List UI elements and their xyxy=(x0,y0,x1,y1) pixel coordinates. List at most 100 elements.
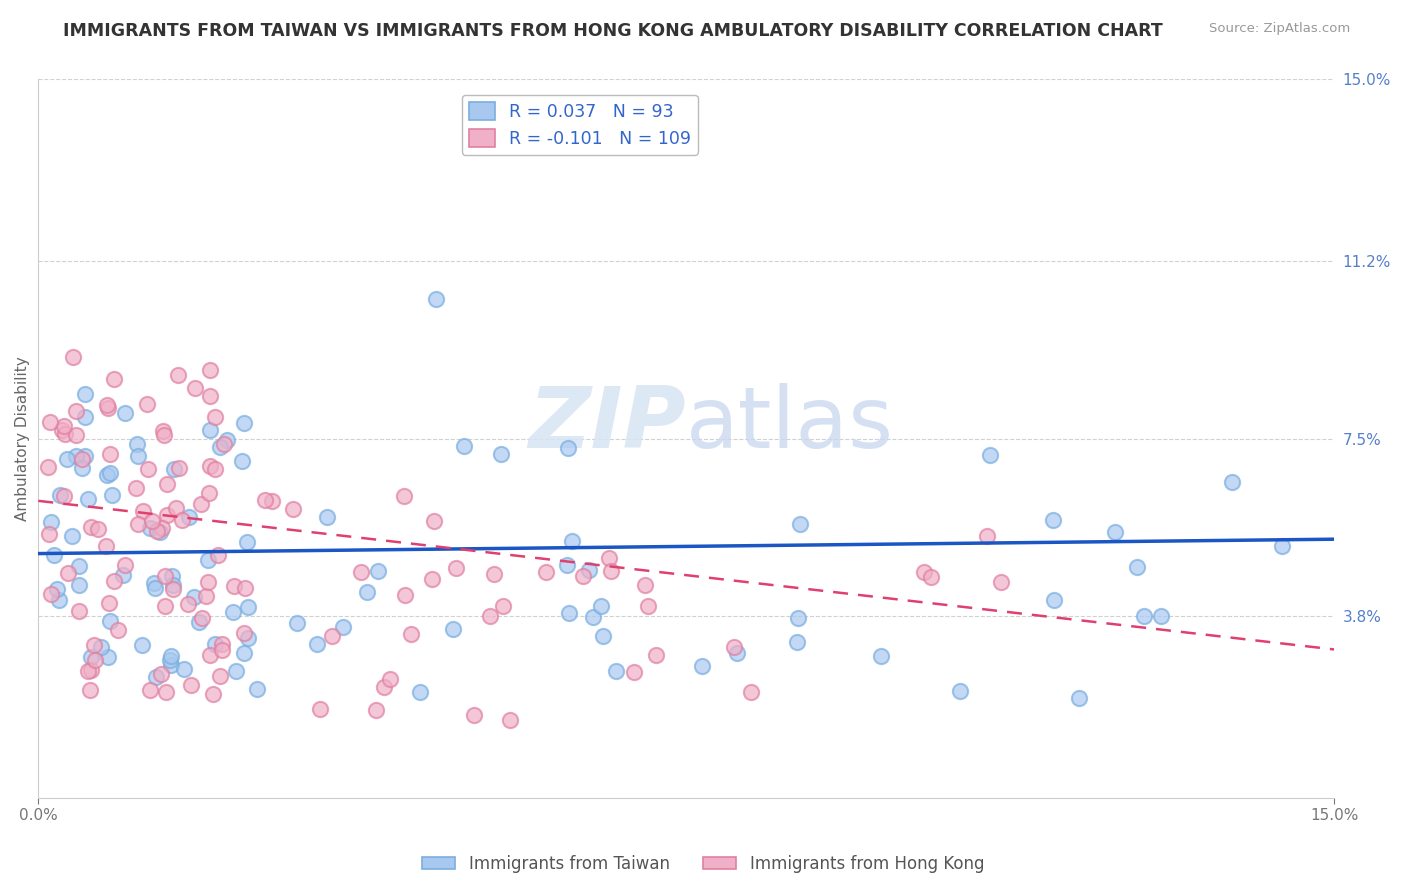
Point xyxy=(605,664,627,678)
Point xyxy=(394,588,416,602)
Point xyxy=(125,436,148,450)
Point xyxy=(143,581,166,595)
Point xyxy=(221,606,243,620)
Point xyxy=(94,539,117,553)
Point xyxy=(321,629,343,643)
Point xyxy=(98,447,121,461)
Point xyxy=(177,597,200,611)
Point xyxy=(422,572,444,586)
Point xyxy=(315,509,337,524)
Point xyxy=(96,398,118,412)
Point xyxy=(285,615,308,630)
Point xyxy=(1042,593,1064,607)
Point xyxy=(98,466,121,480)
Point xyxy=(77,491,100,506)
Point xyxy=(65,404,87,418)
Point xyxy=(198,389,221,403)
Point xyxy=(1042,513,1064,527)
Point xyxy=(49,488,72,502)
Point xyxy=(127,516,149,531)
Point xyxy=(232,416,254,430)
Point xyxy=(98,614,121,628)
Point xyxy=(197,553,219,567)
Point xyxy=(231,454,253,468)
Point xyxy=(870,649,893,664)
Point xyxy=(73,387,96,401)
Point xyxy=(453,439,475,453)
Point xyxy=(145,670,167,684)
Point xyxy=(499,713,522,727)
Point xyxy=(723,640,745,654)
Point xyxy=(67,577,90,591)
Point xyxy=(207,548,229,562)
Point xyxy=(204,637,226,651)
Point xyxy=(67,604,90,618)
Point xyxy=(197,574,219,589)
Point xyxy=(1150,608,1173,623)
Point xyxy=(56,566,79,580)
Point xyxy=(198,486,221,500)
Point xyxy=(212,437,235,451)
Point xyxy=(114,406,136,420)
Point xyxy=(173,662,195,676)
Point xyxy=(623,665,645,679)
Point xyxy=(38,415,60,429)
Point xyxy=(141,514,163,528)
Point xyxy=(1133,608,1156,623)
Point xyxy=(160,658,183,673)
Point xyxy=(156,477,179,491)
Point xyxy=(789,516,811,531)
Point xyxy=(949,684,972,698)
Point xyxy=(198,423,221,437)
Text: atlas: atlas xyxy=(686,383,894,466)
Point xyxy=(557,442,579,456)
Point xyxy=(1067,690,1090,705)
Point xyxy=(787,610,810,624)
Point xyxy=(160,649,183,664)
Point xyxy=(149,524,172,539)
Point xyxy=(80,649,103,664)
Point xyxy=(914,565,936,579)
Point xyxy=(79,683,101,698)
Point xyxy=(136,461,159,475)
Point xyxy=(786,635,808,649)
Point xyxy=(156,508,179,523)
Point xyxy=(76,664,98,678)
Point xyxy=(56,452,79,467)
Point xyxy=(160,568,183,582)
Point xyxy=(598,550,620,565)
Point xyxy=(97,401,120,415)
Point xyxy=(131,638,153,652)
Point xyxy=(444,561,467,575)
Point xyxy=(96,467,118,482)
Point xyxy=(37,459,59,474)
Point xyxy=(177,509,200,524)
Point xyxy=(557,606,579,620)
Point xyxy=(41,587,63,601)
Point xyxy=(1104,524,1126,539)
Point xyxy=(172,513,194,527)
Point xyxy=(367,564,389,578)
Point xyxy=(51,423,73,437)
Point xyxy=(979,448,1001,462)
Point xyxy=(153,428,176,442)
Point xyxy=(201,687,224,701)
Point xyxy=(534,565,557,579)
Point xyxy=(555,558,578,573)
Point xyxy=(491,599,513,613)
Point xyxy=(211,642,233,657)
Point xyxy=(356,585,378,599)
Point xyxy=(478,609,501,624)
Point xyxy=(45,582,67,596)
Point xyxy=(84,652,107,666)
Point xyxy=(236,599,259,614)
Point xyxy=(80,663,103,677)
Point xyxy=(378,672,401,686)
Point xyxy=(225,664,247,678)
Point xyxy=(232,626,254,640)
Point xyxy=(127,450,149,464)
Point xyxy=(72,451,94,466)
Point xyxy=(246,681,269,696)
Point xyxy=(139,682,162,697)
Point xyxy=(75,410,97,425)
